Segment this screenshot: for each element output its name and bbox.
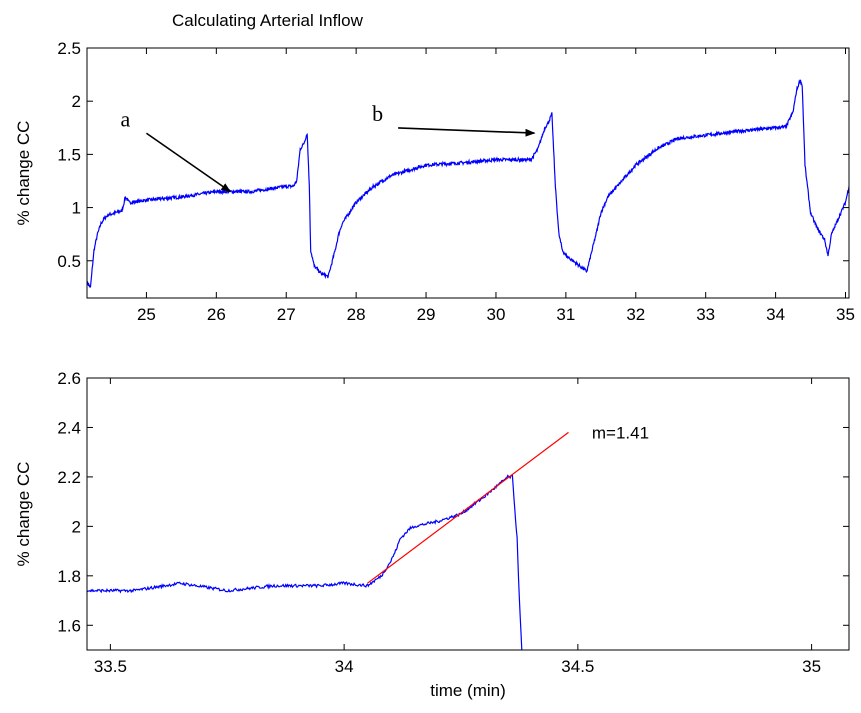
bottom-plot: 33.5 34 34.5 35 1.6 1.8 2 2.2 2.4 2.6 % change CC t… (14, 369, 850, 700)
x-tick-label: 25 (137, 305, 156, 324)
y-axis-label: % change CC (14, 121, 33, 226)
y-tick-label: 2.5 (57, 39, 81, 58)
x-tick-label: 28 (347, 305, 366, 324)
x-axis-label: time (min) (430, 681, 506, 700)
signal-trace-line (87, 79, 849, 289)
y-tick-label: 1.5 (57, 145, 81, 164)
x-tick-label: 32 (626, 305, 645, 324)
y-tick-label: 2 (72, 517, 81, 536)
annotation-arrow (398, 127, 536, 137)
y-tick-label: 1.6 (57, 616, 81, 635)
figure-title: Calculating Arterial Inflow (172, 11, 364, 30)
y-tick-label: 0.5 (57, 252, 81, 271)
top-plot: 25 26 27 28 29 30 31 32 33 34 35 0.5 1 1.5 2 2.5 % chang… (14, 39, 855, 324)
x-tick-label: 27 (277, 305, 296, 324)
signal-trace-line (87, 474, 523, 650)
annotation-label: b (372, 101, 383, 126)
y-tick-label: 2.4 (57, 418, 81, 437)
x-tick-label: 31 (556, 305, 575, 324)
x-tick-label: 29 (417, 305, 436, 324)
x-tick-label: 33.5 (94, 657, 127, 676)
y-tick-label: 2 (72, 92, 81, 111)
y-tick-label: 1.8 (57, 567, 81, 586)
axes-box (86, 47, 850, 299)
x-tick-label: 35 (802, 657, 821, 676)
x-tick-label: 34 (766, 305, 785, 324)
y-tick-label: 1 (72, 199, 81, 218)
x-tick-label: 26 (207, 305, 226, 324)
x-tick-label: 34.5 (561, 657, 594, 676)
x-tick-label: 34 (335, 657, 354, 676)
slope-annotation: m=1.41 (592, 423, 649, 442)
y-tick-label: 2.6 (57, 369, 81, 388)
y-tick-label: 2.2 (57, 468, 81, 487)
annotation-label: a (120, 106, 130, 131)
fit-line (367, 431, 569, 584)
x-tick-label: 33 (696, 305, 715, 324)
annotation-arrow (145, 132, 232, 193)
axes-box (86, 377, 850, 651)
x-tick-label: 35 (836, 305, 855, 324)
y-axis-label: % change CC (14, 462, 33, 567)
x-tick-label: 30 (487, 305, 506, 324)
